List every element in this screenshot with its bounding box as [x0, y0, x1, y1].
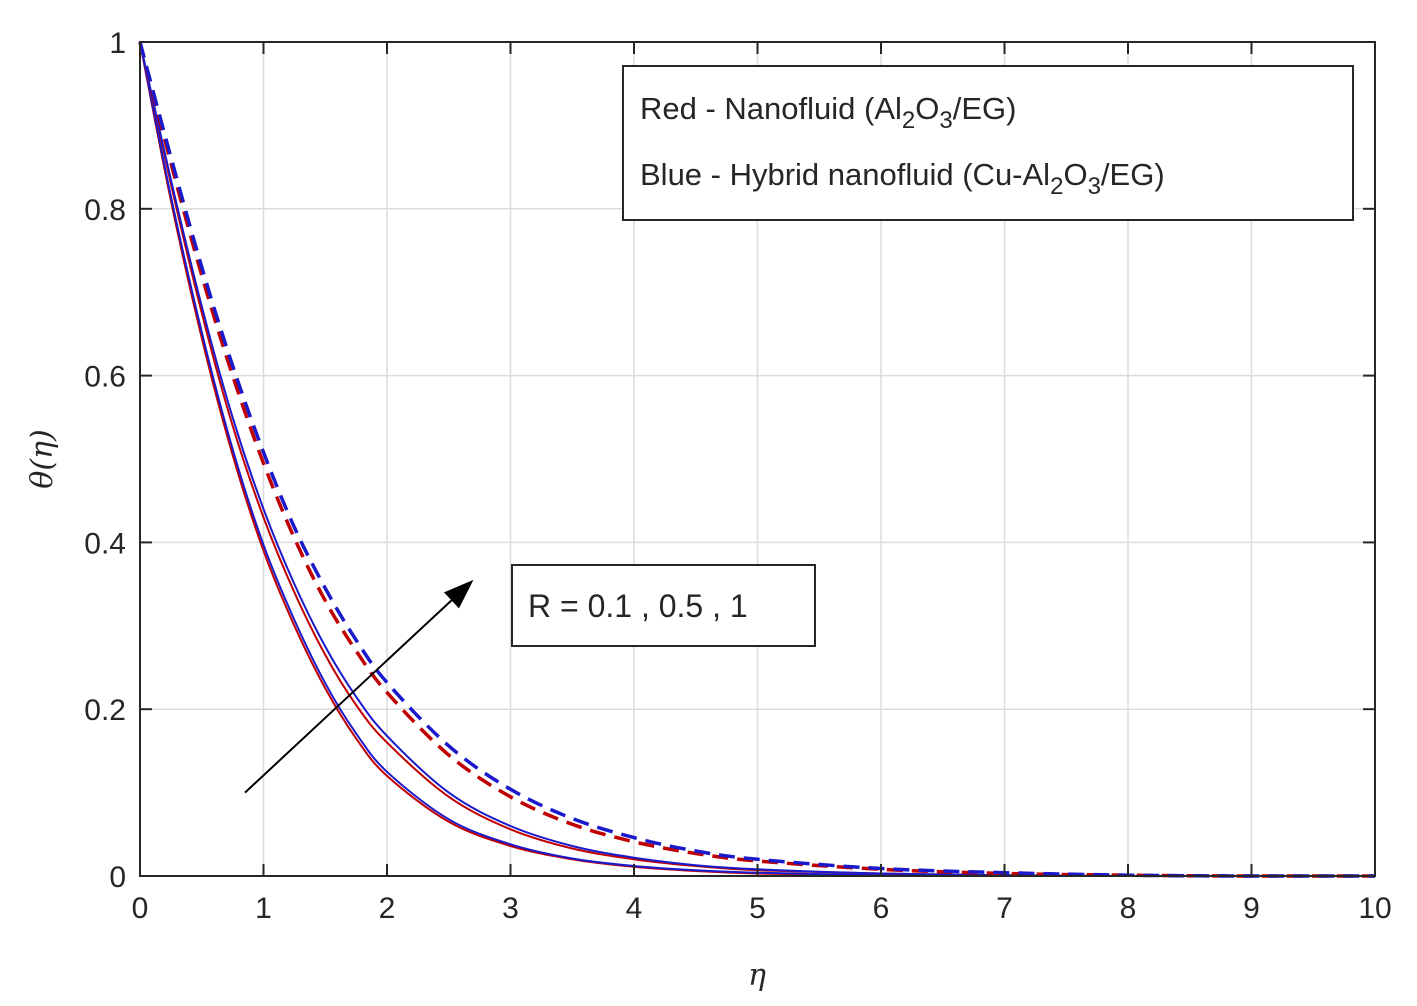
legend-entry-red: Red - Nanofluid (Al2O3/EG) — [640, 91, 1016, 134]
series-line-blue-dashed-5 — [138, 41, 1376, 878]
legend-box — [622, 65, 1354, 221]
x-tick-label: 1 — [255, 892, 272, 925]
x-tick-label: 4 — [626, 892, 643, 925]
x-tick-label: 8 — [1120, 892, 1137, 925]
x-tick-label: 6 — [873, 892, 890, 925]
tick-labels: 0 1 2 3 4 5 6 7 8 9 10 0 0.2 0.4 0.6 0.8 1 — [84, 27, 1391, 925]
x-tick-label: 3 — [502, 892, 519, 925]
annotation-text: R = 0.1 , 0.5 , 1 — [528, 588, 748, 624]
x-axis-label: η — [748, 958, 766, 993]
annotation-arrow-line — [244, 599, 453, 794]
y-tick-label: 0.4 — [84, 527, 126, 560]
series-line-red-dashed-4 — [138, 41, 1376, 878]
tick-marks — [139, 41, 1376, 877]
y-axis-label: θ(η) — [25, 429, 60, 488]
y-tick-label: 0.2 — [84, 694, 126, 727]
legend: Red - Nanofluid (Al2O3/EG) Blue - Hybrid… — [622, 65, 1354, 221]
annotation: R = 0.1 , 0.5 , 1 — [244, 564, 816, 794]
legend-entry-blue: Blue - Hybrid nanofluid (Cu-Al2O3/EG) — [640, 157, 1165, 200]
x-tick-label: 2 — [379, 892, 396, 925]
y-tick-label: 1 — [109, 27, 126, 60]
y-tick-label: 0.8 — [84, 194, 126, 227]
x-tick-label: 5 — [749, 892, 766, 925]
x-tick-label: 10 — [1358, 892, 1391, 925]
x-tick-label: 7 — [996, 892, 1013, 925]
y-tick-label: 0 — [109, 861, 126, 894]
y-tick-label: 0.6 — [84, 361, 126, 394]
annotation-box — [511, 564, 816, 647]
x-tick-label: 0 — [132, 892, 149, 925]
annotation-arrowhead — [443, 579, 474, 609]
x-tick-label: 9 — [1243, 892, 1260, 925]
